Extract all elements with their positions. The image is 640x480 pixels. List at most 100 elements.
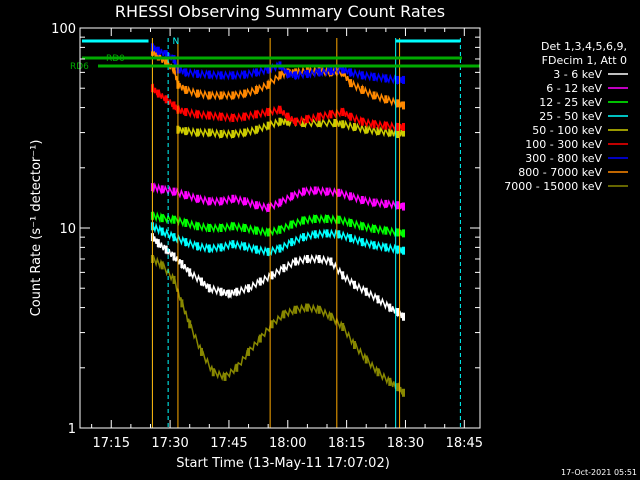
series-point <box>349 218 353 227</box>
x-tick-label: 17:15 <box>93 436 130 451</box>
series-point <box>231 240 235 249</box>
series-point <box>219 197 223 206</box>
series-point <box>337 188 341 197</box>
series-point <box>317 112 321 121</box>
y-tick-label: 100 <box>51 22 76 37</box>
series-point <box>402 202 406 211</box>
x-tick-label: 18:00 <box>269 436 306 451</box>
legend-item-label: 25 - 50 keV <box>539 110 602 123</box>
series-point <box>254 201 258 210</box>
series-point <box>196 128 200 137</box>
series-point <box>172 215 176 224</box>
series-point <box>301 118 305 127</box>
series-point <box>286 117 290 126</box>
series-point <box>219 130 223 139</box>
series-point <box>243 128 247 137</box>
series-point <box>396 228 400 237</box>
x-tick-label: 17:30 <box>151 436 188 451</box>
series-point <box>247 284 251 293</box>
series-point <box>329 257 333 266</box>
series-point <box>360 196 364 205</box>
series-point <box>199 347 203 356</box>
flag-label: N <box>172 37 179 47</box>
series-point <box>305 115 309 124</box>
series-point <box>243 242 247 251</box>
series-point <box>266 80 270 89</box>
series-point <box>247 347 251 356</box>
series-point <box>384 199 388 208</box>
series-point <box>337 230 341 239</box>
series-point <box>223 372 227 381</box>
series-point <box>305 303 309 312</box>
series-point <box>160 261 164 270</box>
series-point <box>188 268 192 277</box>
series-point <box>156 89 160 98</box>
series-point <box>388 303 392 312</box>
y-tick-label: 1 <box>68 422 76 437</box>
axes-layer: 17:15 17:30 17:45 18:00 18:15 18:30 18:45 1 10 10… <box>51 22 483 451</box>
legend-item-label: 800 - 7000 keV <box>518 166 602 179</box>
legend-header-line-1: Det 1,3,4,5,6,9, <box>541 40 627 53</box>
series-point <box>270 320 274 329</box>
series-point <box>254 226 258 235</box>
series-point <box>349 68 353 77</box>
series-point <box>402 229 406 238</box>
series-point <box>231 71 235 80</box>
series-point <box>231 91 235 100</box>
x-tick-label: 18:30 <box>387 436 424 451</box>
series-point <box>317 118 321 127</box>
series-point <box>254 68 258 77</box>
series-point <box>278 117 282 126</box>
series-point <box>372 91 376 100</box>
legend-item-label: 50 - 100 keV <box>532 124 602 137</box>
series-point <box>231 194 235 203</box>
series-point <box>184 218 188 227</box>
series-point <box>402 388 406 397</box>
legend-item-label: 100 - 300 keV <box>525 138 602 151</box>
series-point <box>402 122 406 131</box>
series-point <box>270 271 274 280</box>
series-point <box>254 125 258 134</box>
series-point <box>266 121 270 130</box>
legend-item-label: 12 - 25 keV <box>539 96 602 109</box>
series-point <box>396 75 400 84</box>
series-point <box>266 203 270 212</box>
series-point <box>231 130 235 139</box>
series-point <box>396 383 400 392</box>
series-point <box>172 101 176 110</box>
series-point <box>317 254 321 263</box>
series-point <box>384 121 388 130</box>
series-point <box>219 91 223 100</box>
series-point <box>184 108 188 117</box>
series-point <box>337 215 341 224</box>
series-point <box>160 227 164 236</box>
series-point <box>341 65 345 74</box>
series-point <box>164 95 168 104</box>
series-point <box>231 222 235 231</box>
series-point <box>341 108 345 117</box>
series-point <box>207 111 211 120</box>
series-point <box>294 117 298 126</box>
series-point <box>313 214 317 223</box>
series-point <box>266 65 270 74</box>
series-point <box>164 245 168 254</box>
series-point <box>219 224 223 232</box>
series-point <box>164 58 168 67</box>
series-point <box>360 85 364 94</box>
series-point <box>219 71 223 80</box>
series-point <box>317 305 321 314</box>
series-point <box>156 239 160 248</box>
series-point <box>333 118 337 127</box>
series-point <box>243 89 247 98</box>
series-point <box>341 120 345 129</box>
y-tick-label: 10 <box>59 222 76 237</box>
series-point <box>278 244 282 253</box>
series-point <box>196 242 200 251</box>
series-point <box>196 194 200 203</box>
series-point <box>376 127 380 136</box>
series-point <box>207 91 211 100</box>
x-tick-label: 18:45 <box>446 436 483 451</box>
